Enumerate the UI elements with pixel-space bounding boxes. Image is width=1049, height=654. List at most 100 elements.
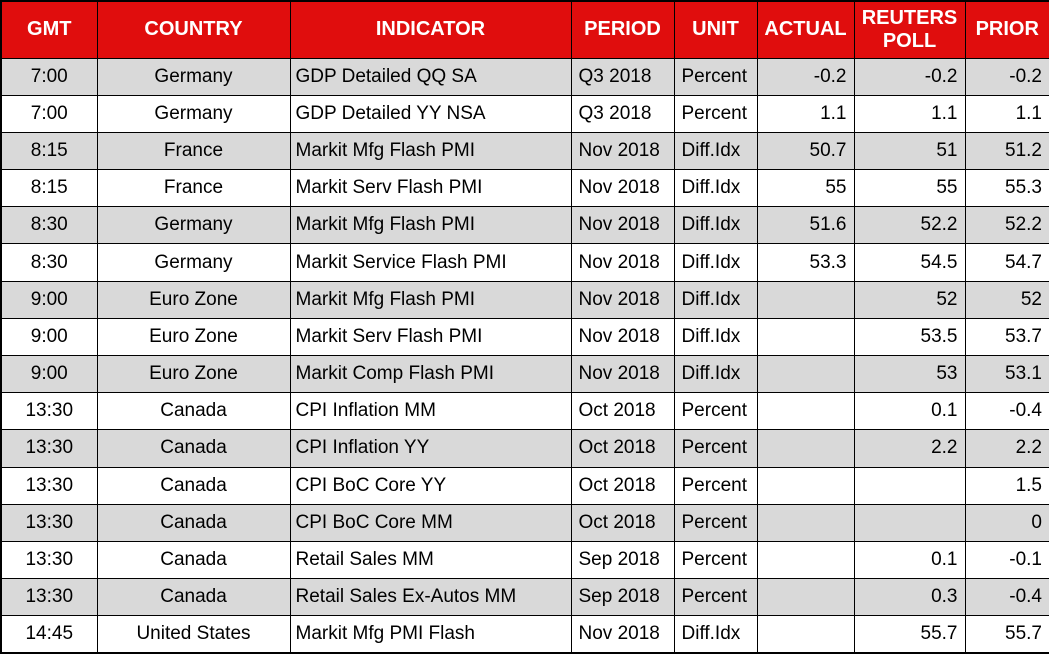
cell-unit: Percent	[673, 429, 758, 468]
cell-period: Oct 2018	[570, 466, 675, 505]
cell-country: Canada	[96, 503, 291, 542]
cell-actual	[756, 540, 855, 580]
cell-unit: Diff.Idx	[673, 131, 758, 171]
cell-gmt: 13:30	[0, 429, 98, 468]
cell-reuters_poll: 53	[853, 354, 966, 394]
cell-unit: Percent	[673, 94, 758, 133]
table-row: 13:30 Canada Retail Sales MM Sep 2018 Percen…	[0, 540, 1049, 580]
cell-prior: 55.3	[964, 169, 1049, 208]
cell-indicator: Markit Service Flash PMI	[289, 243, 572, 282]
cell-country: Canada	[96, 466, 291, 505]
cell-reuters_poll: 51	[853, 131, 966, 171]
cell-indicator: Markit Mfg Flash PMI	[289, 131, 572, 171]
cell-reuters_poll: 55.7	[853, 615, 966, 654]
cell-indicator: Markit Mfg Flash PMI	[289, 206, 572, 245]
cell-period: Nov 2018	[570, 243, 675, 282]
cell-gmt: 13:30	[0, 466, 98, 505]
cell-prior: 53.7	[964, 317, 1049, 357]
cell-period: Nov 2018	[570, 206, 675, 245]
table-row: 8:30 Germany Markit Mfg Flash PMI Nov 2018 D…	[0, 206, 1049, 245]
cell-period: Sep 2018	[570, 540, 675, 580]
cell-reuters_poll: 0.3	[853, 578, 966, 617]
cell-period: Nov 2018	[570, 280, 675, 319]
cell-prior: 51.2	[964, 131, 1049, 171]
cell-unit: Diff.Idx	[673, 615, 758, 654]
cell-reuters_poll: 52	[853, 280, 966, 319]
table-row: 13:30 Canada CPI Inflation YY Oct 2018 Perce…	[0, 429, 1049, 468]
cell-actual	[756, 615, 855, 654]
column-header-country: COUNTRY	[96, 0, 291, 59]
column-header-indicator: INDICATOR	[289, 0, 572, 59]
cell-reuters_poll: 55	[853, 169, 966, 208]
cell-prior: 52.2	[964, 206, 1049, 245]
column-header-gmt: GMT	[0, 0, 98, 59]
cell-unit: Diff.Idx	[673, 280, 758, 319]
cell-indicator: CPI Inflation YY	[289, 429, 572, 468]
cell-period: Nov 2018	[570, 317, 675, 357]
cell-reuters_poll: 0.1	[853, 540, 966, 580]
cell-gmt: 13:30	[0, 540, 98, 580]
cell-country: Canada	[96, 540, 291, 580]
cell-gmt: 9:00	[0, 280, 98, 319]
header-row: GMT COUNTRY INDICATOR PERIOD UNIT ACTUAL…	[0, 0, 1049, 59]
cell-country: France	[96, 131, 291, 171]
cell-reuters_poll: -0.2	[853, 57, 966, 96]
cell-gmt: 8:15	[0, 131, 98, 171]
cell-country: Canada	[96, 578, 291, 617]
cell-country: Germany	[96, 206, 291, 245]
cell-reuters_poll: 52.2	[853, 206, 966, 245]
cell-unit: Percent	[673, 503, 758, 542]
cell-reuters_poll: 1.1	[853, 94, 966, 133]
cell-unit: Diff.Idx	[673, 317, 758, 357]
cell-indicator: Markit Serv Flash PMI	[289, 317, 572, 357]
cell-period: Nov 2018	[570, 131, 675, 171]
cell-gmt: 7:00	[0, 57, 98, 96]
table-row: 9:00 Euro Zone Markit Mfg Flash PMI Nov 201…	[0, 280, 1049, 319]
cell-country: Germany	[96, 243, 291, 282]
table-row: 9:00 Euro Zone Markit Comp Flash PMI Nov 20…	[0, 354, 1049, 394]
cell-gmt: 9:00	[0, 317, 98, 357]
cell-country: Germany	[96, 94, 291, 133]
cell-actual: 50.7	[756, 131, 855, 171]
cell-reuters_poll	[853, 503, 966, 542]
cell-actual: -0.2	[756, 57, 855, 96]
cell-country: Canada	[96, 392, 291, 431]
cell-period: Nov 2018	[570, 615, 675, 654]
cell-gmt: 8:30	[0, 243, 98, 282]
cell-indicator: Markit Mfg PMI Flash	[289, 615, 572, 654]
cell-actual	[756, 317, 855, 357]
cell-gmt: 9:00	[0, 354, 98, 394]
cell-prior: 2.2	[964, 429, 1049, 468]
cell-prior: 55.7	[964, 615, 1049, 654]
table-row: 8:15 France Markit Serv Flash PMI Nov 2018 D…	[0, 169, 1049, 208]
cell-period: Oct 2018	[570, 503, 675, 542]
table-row: 14:45 United States Markit Mfg PMI Flash No…	[0, 615, 1049, 654]
table-header: GMT COUNTRY INDICATOR PERIOD UNIT ACTUAL…	[0, 0, 1049, 59]
column-header-unit: UNIT	[673, 0, 758, 59]
cell-period: Oct 2018	[570, 392, 675, 431]
cell-gmt: 8:15	[0, 169, 98, 208]
cell-country: Euro Zone	[96, 354, 291, 394]
cell-actual	[756, 392, 855, 431]
cell-actual	[756, 578, 855, 617]
cell-indicator: GDP Detailed YY NSA	[289, 94, 572, 133]
cell-prior: -0.2	[964, 57, 1049, 96]
cell-gmt: 13:30	[0, 503, 98, 542]
table-row: 8:30 Germany Markit Service Flash PMI Nov 2…	[0, 243, 1049, 282]
column-header-reuters-poll: REUTERS POLL	[853, 0, 966, 59]
cell-actual	[756, 466, 855, 505]
cell-country: France	[96, 169, 291, 208]
cell-indicator: Markit Mfg Flash PMI	[289, 280, 572, 319]
cell-unit: Percent	[673, 392, 758, 431]
cell-unit: Diff.Idx	[673, 169, 758, 208]
column-header-period: PERIOD	[570, 0, 675, 59]
cell-actual: 53.3	[756, 243, 855, 282]
cell-prior: 52	[964, 280, 1049, 319]
cell-indicator: Retail Sales MM	[289, 540, 572, 580]
cell-prior: 0	[964, 503, 1049, 542]
cell-unit: Percent	[673, 57, 758, 96]
cell-country: Germany	[96, 57, 291, 96]
cell-actual: 1.1	[756, 94, 855, 133]
